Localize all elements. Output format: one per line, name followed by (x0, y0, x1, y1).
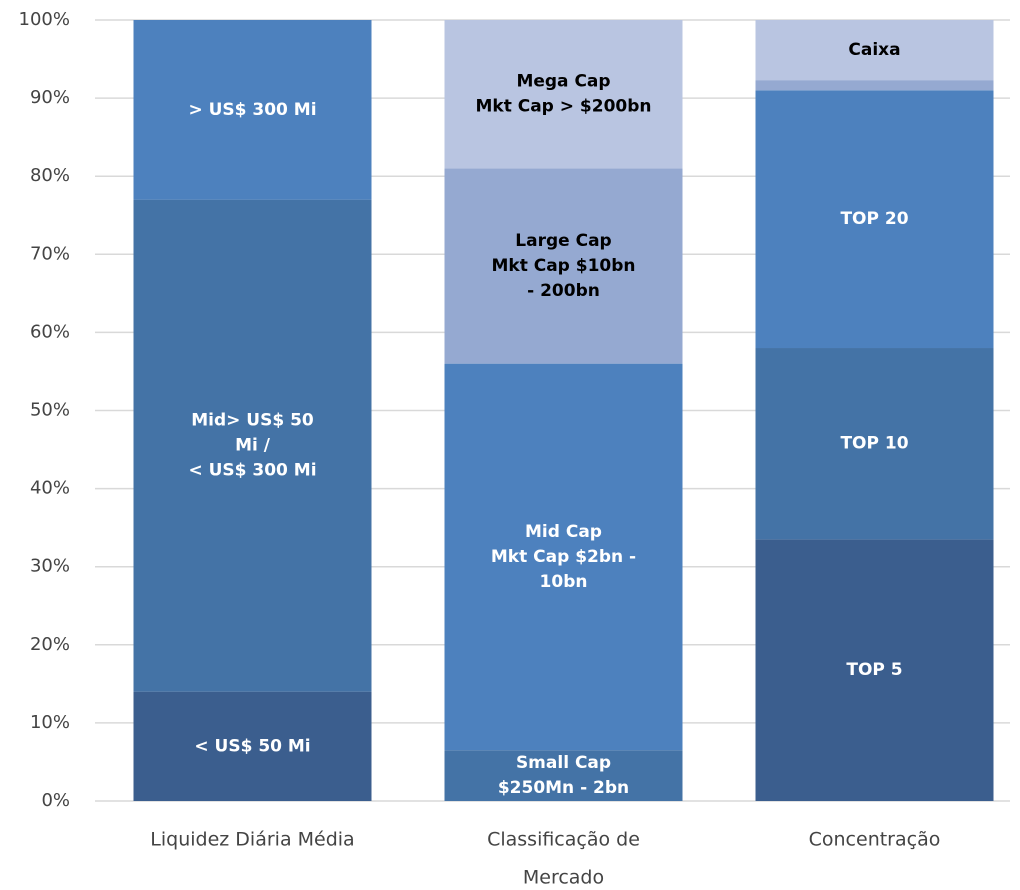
bar-segment (755, 539, 994, 801)
y-tick-label: 60% (30, 321, 70, 342)
segment-label: Mid Cap (525, 522, 602, 542)
segment-label: Mkt Cap $10bn (491, 256, 635, 276)
segment-label: - 200bn (527, 281, 600, 301)
bar-segment (755, 90, 994, 349)
x-tick-label: Classificação de (487, 829, 640, 851)
segment-label: > US$ 300 Mi (188, 100, 316, 120)
bar-segment (133, 20, 372, 200)
bar-segment (444, 20, 683, 169)
bar-segment (444, 750, 683, 801)
bar-segment (133, 691, 372, 801)
bar-segment (133, 199, 372, 692)
y-tick-label: 20% (30, 634, 70, 655)
segment-label: TOP 5 (846, 660, 902, 680)
segment-label: Caixa (848, 40, 900, 60)
y-tick-label: 90% (30, 87, 70, 108)
y-tick-label: 100% (19, 9, 70, 30)
segment-label: Mid> US$ 50 (191, 411, 314, 431)
bar-segment (444, 168, 683, 364)
bar-segment (755, 20, 994, 81)
y-tick-label: 0% (41, 790, 70, 811)
segment-label: < US$ 50 Mi (194, 736, 310, 756)
y-tick-label: 50% (30, 400, 70, 421)
segment-label: Mkt Cap > $200bn (475, 97, 651, 117)
y-tick-label: 30% (30, 556, 70, 577)
segment-label: Mega Cap (516, 72, 610, 92)
y-tick-label: 40% (30, 478, 70, 499)
segment-label: TOP 20 (840, 209, 908, 229)
y-tick-label: 70% (30, 243, 70, 264)
x-tick-label: Mercado (523, 867, 604, 889)
segment-label: Large Cap (515, 231, 611, 251)
y-tick-label: 10% (30, 712, 70, 733)
segment-label: < US$ 300 Mi (188, 461, 316, 481)
segment-label: TOP 10 (840, 434, 908, 454)
bar-segment (755, 80, 994, 91)
bar-segment (755, 348, 994, 540)
segment-label: $250Mn - 2bn (498, 778, 629, 798)
segment-label: Small Cap (516, 753, 611, 773)
y-tick-label: 80% (30, 165, 70, 186)
bar-segment (444, 363, 683, 751)
segment-label: Mi / (235, 436, 271, 456)
x-tick-label: Liquidez Diária Média (150, 829, 354, 851)
segment-label: 10bn (540, 572, 588, 592)
segment-label: Mkt Cap $2bn - (491, 547, 636, 567)
x-tick-label: Concentração (809, 829, 941, 851)
